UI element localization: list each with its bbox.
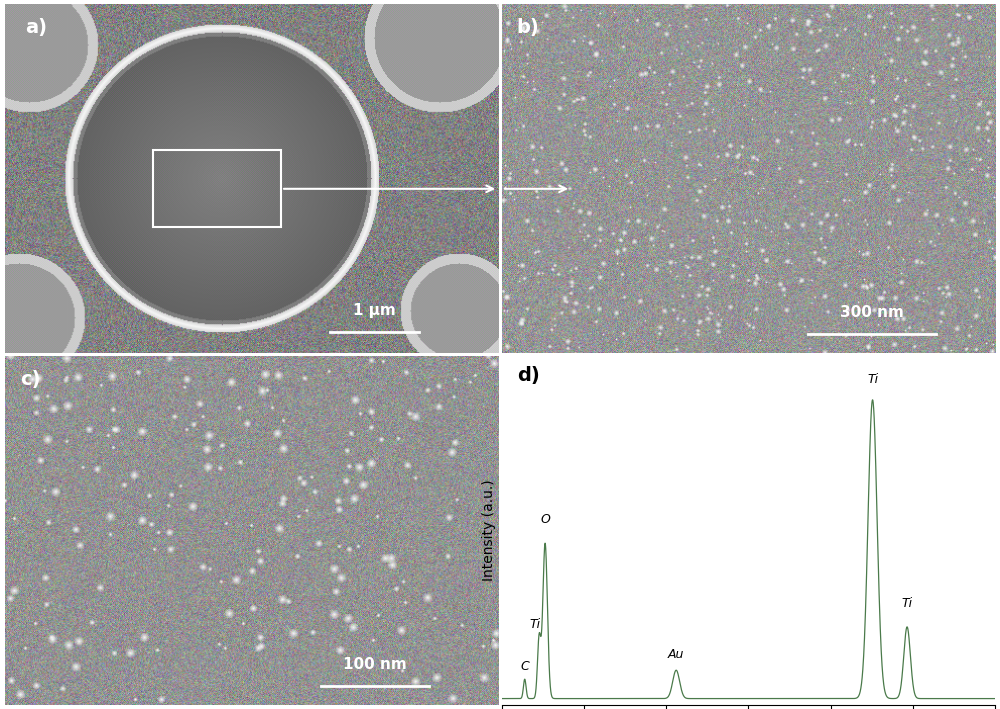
Text: d): d) bbox=[517, 367, 540, 386]
Text: Ti: Ti bbox=[529, 618, 540, 631]
Text: Ti: Ti bbox=[867, 373, 878, 386]
Bar bbox=[153, 150, 281, 228]
Text: c): c) bbox=[20, 370, 40, 389]
Text: Ti: Ti bbox=[902, 597, 913, 610]
Text: C: C bbox=[521, 659, 529, 673]
Y-axis label: Intensity (a.u.): Intensity (a.u.) bbox=[482, 480, 496, 581]
Text: 100 nm: 100 nm bbox=[343, 657, 407, 672]
Text: 1 μm: 1 μm bbox=[353, 303, 396, 318]
Text: a): a) bbox=[25, 18, 47, 37]
Text: 300 nm: 300 nm bbox=[840, 305, 904, 320]
Text: b): b) bbox=[517, 18, 540, 37]
Text: Au: Au bbox=[668, 647, 684, 661]
Text: O: O bbox=[541, 513, 550, 526]
